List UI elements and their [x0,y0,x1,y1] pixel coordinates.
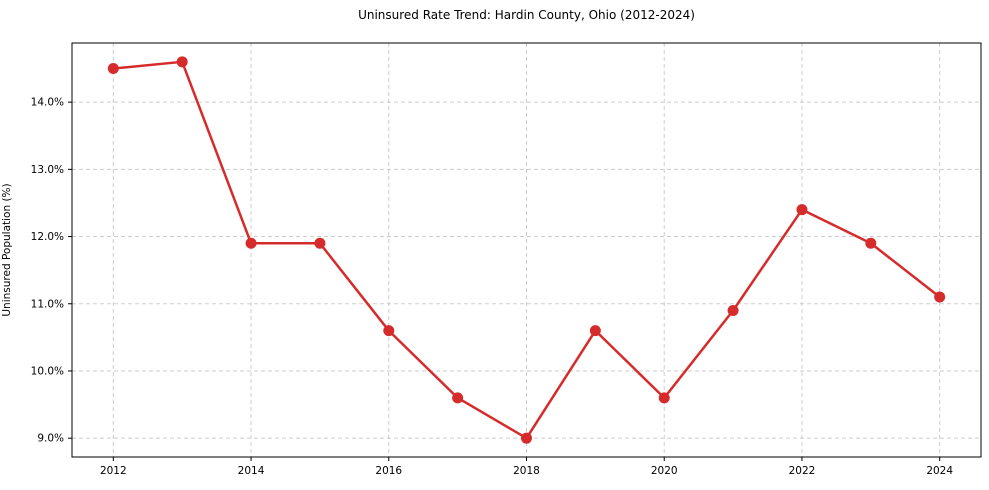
y-tick-label: 12.0% [31,231,64,243]
y-tick-label: 9.0% [37,433,64,445]
data-point [452,392,464,404]
data-point [383,325,395,337]
x-tick-label: 2018 [513,465,540,477]
y-tick-label: 10.0% [31,365,64,377]
data-point [245,237,257,249]
x-tick-label: 2014 [238,465,265,477]
data-point [796,204,808,216]
data-point [589,325,601,337]
x-tick-label: 2022 [789,465,816,477]
data-point [934,291,946,303]
data-point [314,237,326,249]
data-point [865,237,877,249]
x-tick-label: 2020 [651,465,678,477]
data-point [658,392,670,404]
chart-title: Uninsured Rate Trend: Hardin County, Ohi… [358,8,695,22]
data-point [107,63,119,75]
data-point [521,432,532,444]
data-point [176,56,188,68]
x-tick-label: 2012 [100,465,127,477]
data-point [727,304,739,316]
y-tick-label: 11.0% [31,298,64,310]
x-tick-label: 2016 [375,465,402,477]
x-tick-label: 2024 [926,465,953,477]
y-tick-label: 14.0% [31,97,64,109]
y-tick-label: 13.0% [31,164,64,176]
